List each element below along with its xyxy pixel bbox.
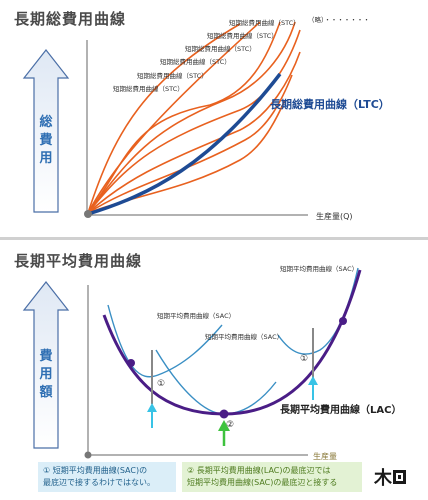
lac-panel: 長期平均費用曲線	[0, 238, 428, 500]
svg-text:木: 木	[373, 467, 393, 488]
lac-tangent-dot-left	[127, 359, 135, 367]
ltc-panel: 長期総費用曲線	[0, 0, 428, 238]
note-sac-not-min: ① 短期平均費用曲線(SAC)の 最底辺で接するわけではない。	[38, 462, 176, 492]
note1-line1: ① 短期平均費用曲線(SAC)の	[43, 466, 148, 475]
stc-label-1: 短期総費用曲線（STC）	[229, 18, 300, 27]
stc-curve-7	[87, 74, 293, 214]
top-x-axis-label: 生産量(Q)	[316, 211, 353, 221]
ltc-curve	[87, 72, 282, 216]
lac-section-title: 長期平均費用曲線	[14, 252, 143, 270]
stc-curve-2	[87, 21, 261, 214]
total-cost-up-arrow	[22, 49, 70, 213]
stc-label-2: 短期総費用曲線（STC）	[207, 31, 278, 40]
sac-curves	[107, 267, 359, 415]
total-cost-axis-char-3: 用	[38, 151, 52, 166]
note2-line1: ② 長期平均費用曲線(LAC)の最底辺では	[187, 466, 331, 475]
lac-tangent-dot-middle	[219, 409, 229, 419]
top-origin-dot	[84, 210, 92, 218]
marker-label-1-right: ①	[300, 354, 308, 364]
sac-curve-left	[107, 304, 223, 378]
stc-label-4: 短期総費用曲線（STC）	[160, 57, 231, 66]
stc-curve-1	[87, 23, 241, 214]
cyan-arrow-left	[147, 403, 157, 428]
sac-label-left: 短期平均費用曲線（SAC）	[157, 311, 235, 320]
cost-amount-axis-char-3: 額	[38, 384, 52, 400]
lac-label: 長期平均費用曲線（LAC）	[280, 403, 401, 416]
cost-amount-axis-char-1: 費	[39, 348, 52, 364]
lac-tangent-dot-right	[339, 317, 347, 325]
total-cost-axis-char-1: 総	[39, 114, 52, 130]
note2-line2: 短期平均費用曲線(SAC)の最底辺と接する	[187, 478, 338, 487]
note1-line2: 最底辺で接するわけではない。	[43, 478, 155, 487]
stc-label-3: 短期総費用曲線（STC）	[185, 44, 256, 53]
ellipsis-label: （略）・・・・・・・	[308, 15, 370, 24]
cyan-arrow-right	[308, 376, 318, 400]
bottom-x-axis-label: 生産量	[313, 451, 337, 461]
stc-label-5: 短期総費用曲線（STC）	[137, 71, 208, 80]
total-cost-axis-char-2: 費	[39, 132, 52, 148]
brand-logo: 木	[373, 467, 406, 488]
note-lac-min: ② 長期平均費用曲線(LAC)の最底辺では 短期平均費用曲線(SAC)の最底辺と…	[182, 462, 362, 492]
section-divider	[0, 237, 428, 240]
marker-label-1-left: ①	[157, 379, 165, 389]
sac-label-right: 短期平均費用曲線（SAC）	[280, 264, 358, 273]
cost-amount-up-arrow	[22, 281, 70, 449]
green-arrow-middle	[218, 420, 230, 446]
lac-curve	[102, 269, 362, 416]
ltc-label: 長期総費用曲線（LTC）	[270, 97, 390, 111]
ltc-section-title: 長期総費用曲線	[14, 10, 127, 28]
cost-amount-axis-char-2: 用	[38, 367, 52, 382]
sac-label-middle: 短期平均費用曲線（SAC）	[205, 332, 283, 341]
stc-curve-5	[87, 29, 301, 214]
stc-curve-3	[87, 21, 281, 214]
stc-curve-4	[87, 21, 296, 214]
bottom-origin-dot	[84, 451, 92, 459]
marker-label-2-middle: ②	[226, 420, 234, 430]
stc-label-6: 短期総費用曲線（STC）	[113, 84, 184, 93]
stc-curve-6	[87, 51, 301, 214]
